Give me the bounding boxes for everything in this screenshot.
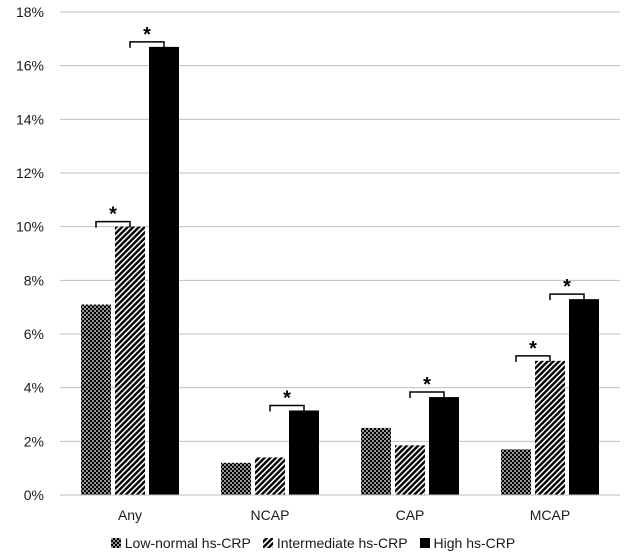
significance-star: * bbox=[563, 276, 571, 298]
bar-dots-cap bbox=[361, 427, 391, 495]
significance-star: * bbox=[109, 204, 117, 226]
y-tick-label: 2% bbox=[24, 433, 44, 449]
significance-star: * bbox=[143, 24, 151, 46]
bar-diagonal-ncap bbox=[255, 457, 285, 495]
significance-star: * bbox=[529, 338, 537, 360]
bar-diagonal-mcap bbox=[535, 360, 565, 495]
legend-item-high: High hs-CRP bbox=[419, 535, 516, 551]
legend-swatch-dots bbox=[110, 538, 121, 548]
y-tick-label: 0% bbox=[24, 487, 44, 503]
x-category-label: CAP bbox=[396, 507, 425, 523]
x-axis-labels: Any NCAP CAP MCAP bbox=[118, 507, 570, 523]
x-category-label: NCAP bbox=[251, 507, 290, 523]
y-tick-label: 12% bbox=[16, 165, 44, 181]
significance-star: * bbox=[283, 387, 291, 409]
y-tick-label: 4% bbox=[24, 380, 44, 396]
y-tick-label: 16% bbox=[16, 58, 44, 74]
bar-dots-mcap bbox=[501, 449, 531, 495]
legend: Low-normal hs-CRP Intermediate hs-CRP Hi… bbox=[0, 535, 626, 551]
y-tick-label: 10% bbox=[16, 219, 44, 235]
x-category-label: MCAP bbox=[530, 507, 570, 523]
legend-item-intermediate: Intermediate hs-CRP bbox=[262, 535, 408, 551]
bar-solid-any bbox=[149, 46, 179, 496]
bar-solid-ncap bbox=[289, 410, 319, 495]
bar-diagonal-any bbox=[115, 226, 145, 495]
legend-item-low-normal: Low-normal hs-CRP bbox=[110, 535, 251, 551]
significance-bracket bbox=[409, 391, 445, 399]
bar-dots-ncap bbox=[221, 462, 251, 495]
significance-bracket bbox=[95, 220, 131, 228]
significance-bracket bbox=[269, 404, 305, 412]
x-category-label: Any bbox=[118, 507, 142, 523]
bar-dots-any bbox=[81, 304, 111, 495]
significance-bracket bbox=[549, 293, 585, 301]
significance-star: * bbox=[423, 374, 431, 396]
legend-swatch-solid bbox=[419, 538, 430, 548]
bar-chart: 0% 2% 4% 6% 8% 10% 12% 14% 16% 18% * * * * * * Any NCAP… bbox=[16, 4, 620, 523]
bars bbox=[81, 46, 599, 496]
bar-diagonal-cap bbox=[395, 445, 425, 495]
y-tick-label: 8% bbox=[24, 272, 44, 288]
significance-bracket bbox=[129, 41, 165, 48]
bar-solid-mcap bbox=[569, 299, 599, 495]
bar-solid-cap bbox=[429, 397, 459, 495]
legend-swatch-diagonal bbox=[262, 538, 273, 548]
legend-label: Low-normal hs-CRP bbox=[124, 535, 251, 551]
significance-bracket bbox=[515, 355, 551, 362]
y-tick-label: 6% bbox=[24, 326, 44, 342]
y-tick-label: 14% bbox=[16, 111, 44, 127]
y-tick-label: 18% bbox=[16, 4, 44, 20]
significance-brackets: * * * * * * bbox=[95, 24, 585, 412]
y-axis-ticks: 0% 2% 4% 6% 8% 10% 12% 14% 16% 18% bbox=[16, 4, 44, 503]
legend-label: High hs-CRP bbox=[433, 535, 516, 551]
legend-label: Intermediate hs-CRP bbox=[276, 535, 408, 551]
